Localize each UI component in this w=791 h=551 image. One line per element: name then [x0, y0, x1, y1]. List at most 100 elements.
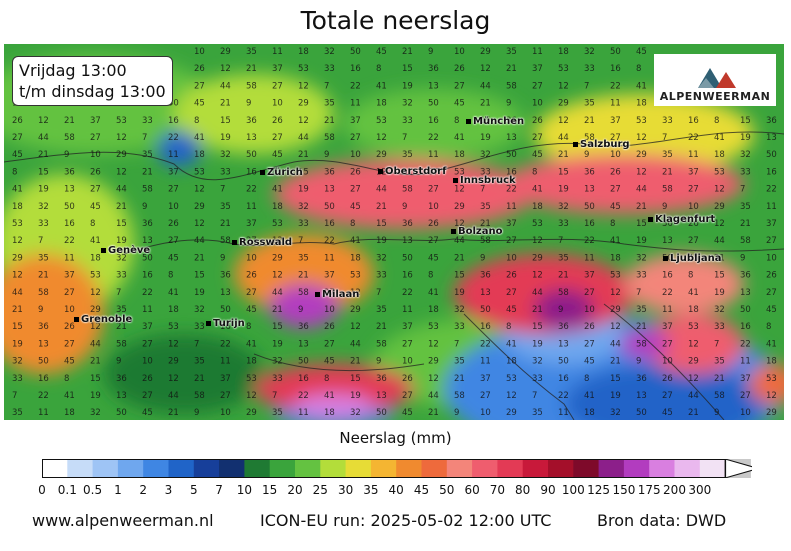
svg-text:15: 15 [610, 374, 621, 384]
svg-text:18: 18 [532, 202, 543, 212]
svg-text:21: 21 [688, 408, 699, 418]
svg-text:27: 27 [506, 236, 517, 246]
svg-text:35: 35 [662, 150, 673, 160]
svg-text:53: 53 [766, 374, 777, 384]
svg-text:33: 33 [116, 271, 127, 281]
svg-text:35: 35 [714, 357, 725, 367]
svg-text:21: 21 [298, 150, 309, 160]
svg-text:21: 21 [506, 64, 517, 74]
legend-tick-label: 0.1 [57, 483, 77, 497]
svg-text:10: 10 [506, 253, 517, 263]
legend-tick-label: 10 [236, 483, 253, 497]
svg-text:44: 44 [454, 236, 465, 246]
svg-text:36: 36 [584, 167, 595, 177]
svg-text:8: 8 [428, 271, 433, 281]
svg-text:10: 10 [480, 408, 491, 418]
svg-text:19: 19 [636, 236, 647, 246]
svg-text:16: 16 [38, 374, 49, 384]
svg-text:21: 21 [220, 99, 231, 109]
svg-text:27: 27 [610, 133, 621, 143]
svg-text:37: 37 [506, 219, 517, 229]
svg-text:21: 21 [38, 271, 49, 281]
svg-text:11: 11 [272, 47, 283, 57]
svg-text:13: 13 [740, 288, 751, 298]
svg-text:36: 36 [376, 374, 387, 384]
svg-text:27: 27 [428, 185, 439, 195]
colorbar-outline [42, 459, 727, 478]
svg-text:27: 27 [168, 185, 179, 195]
svg-text:8: 8 [64, 374, 69, 384]
svg-text:50: 50 [324, 202, 335, 212]
svg-text:35: 35 [636, 305, 647, 315]
svg-text:32: 32 [480, 150, 491, 160]
svg-text:19: 19 [740, 133, 751, 143]
svg-text:11: 11 [688, 150, 699, 160]
svg-text:36: 36 [766, 116, 777, 126]
svg-text:11: 11 [246, 202, 257, 212]
svg-text:16: 16 [766, 167, 777, 177]
svg-text:36: 36 [662, 219, 673, 229]
svg-text:12: 12 [454, 185, 465, 195]
grid-value-overlay: 10 29 35 11 18 32 50 45 21 9 10 29 35 11 18 32 50 45 26 12 2… [12, 47, 777, 418]
svg-text:12: 12 [636, 167, 647, 177]
svg-text:33: 33 [38, 219, 49, 229]
svg-text:18: 18 [194, 150, 205, 160]
svg-text:50: 50 [740, 305, 751, 315]
svg-text:58: 58 [506, 81, 517, 91]
svg-text:7: 7 [584, 81, 589, 91]
svg-text:27: 27 [740, 391, 751, 401]
svg-text:10: 10 [766, 253, 777, 263]
colorbar-segment [421, 459, 448, 478]
svg-text:19: 19 [350, 391, 361, 401]
svg-text:12: 12 [194, 219, 205, 229]
svg-text:26: 26 [688, 219, 699, 229]
svg-text:21: 21 [532, 305, 543, 315]
legend-tick-label: 90 [540, 483, 556, 497]
svg-text:12: 12 [454, 219, 465, 229]
svg-text:35: 35 [480, 202, 491, 212]
svg-text:32: 32 [610, 408, 621, 418]
svg-text:41: 41 [64, 391, 75, 401]
svg-text:9: 9 [116, 357, 121, 367]
svg-text:18: 18 [272, 202, 283, 212]
legend-tick-label: 30 [337, 483, 354, 497]
svg-text:27: 27 [142, 339, 153, 349]
svg-text:22: 22 [610, 81, 621, 91]
svg-text:21: 21 [168, 408, 179, 418]
svg-text:53: 53 [610, 271, 621, 281]
svg-text:8: 8 [766, 322, 771, 332]
svg-text:58: 58 [584, 133, 595, 143]
svg-text:8: 8 [350, 219, 355, 229]
svg-text:13: 13 [64, 185, 75, 195]
svg-text:45: 45 [402, 408, 413, 418]
svg-text:8: 8 [532, 167, 537, 177]
svg-text:35: 35 [298, 253, 309, 263]
svg-text:53: 53 [636, 116, 647, 126]
legend-tick-label: 100 [561, 483, 585, 497]
svg-text:44: 44 [168, 391, 179, 401]
svg-text:12: 12 [714, 219, 725, 229]
precipitation-field [4, 44, 784, 420]
svg-text:22: 22 [350, 81, 361, 91]
svg-text:26: 26 [194, 64, 205, 74]
svg-text:13: 13 [246, 133, 257, 143]
colorbar-segment [623, 459, 650, 478]
legend-colorbar [42, 459, 752, 478]
svg-text:15: 15 [272, 322, 283, 332]
svg-text:29: 29 [766, 408, 777, 418]
svg-text:37: 37 [480, 374, 491, 384]
svg-text:8: 8 [636, 64, 641, 74]
svg-text:26: 26 [246, 271, 257, 281]
colorbar-segment [345, 459, 372, 478]
svg-text:50: 50 [584, 202, 595, 212]
svg-text:58: 58 [220, 236, 231, 246]
svg-text:27: 27 [246, 288, 257, 298]
svg-text:29: 29 [688, 357, 699, 367]
svg-text:12: 12 [506, 391, 517, 401]
svg-text:44: 44 [688, 391, 699, 401]
svg-text:27: 27 [246, 236, 257, 246]
svg-text:36: 36 [480, 271, 491, 281]
svg-text:33: 33 [298, 219, 309, 229]
svg-text:18: 18 [454, 150, 465, 160]
svg-text:11: 11 [480, 357, 491, 367]
